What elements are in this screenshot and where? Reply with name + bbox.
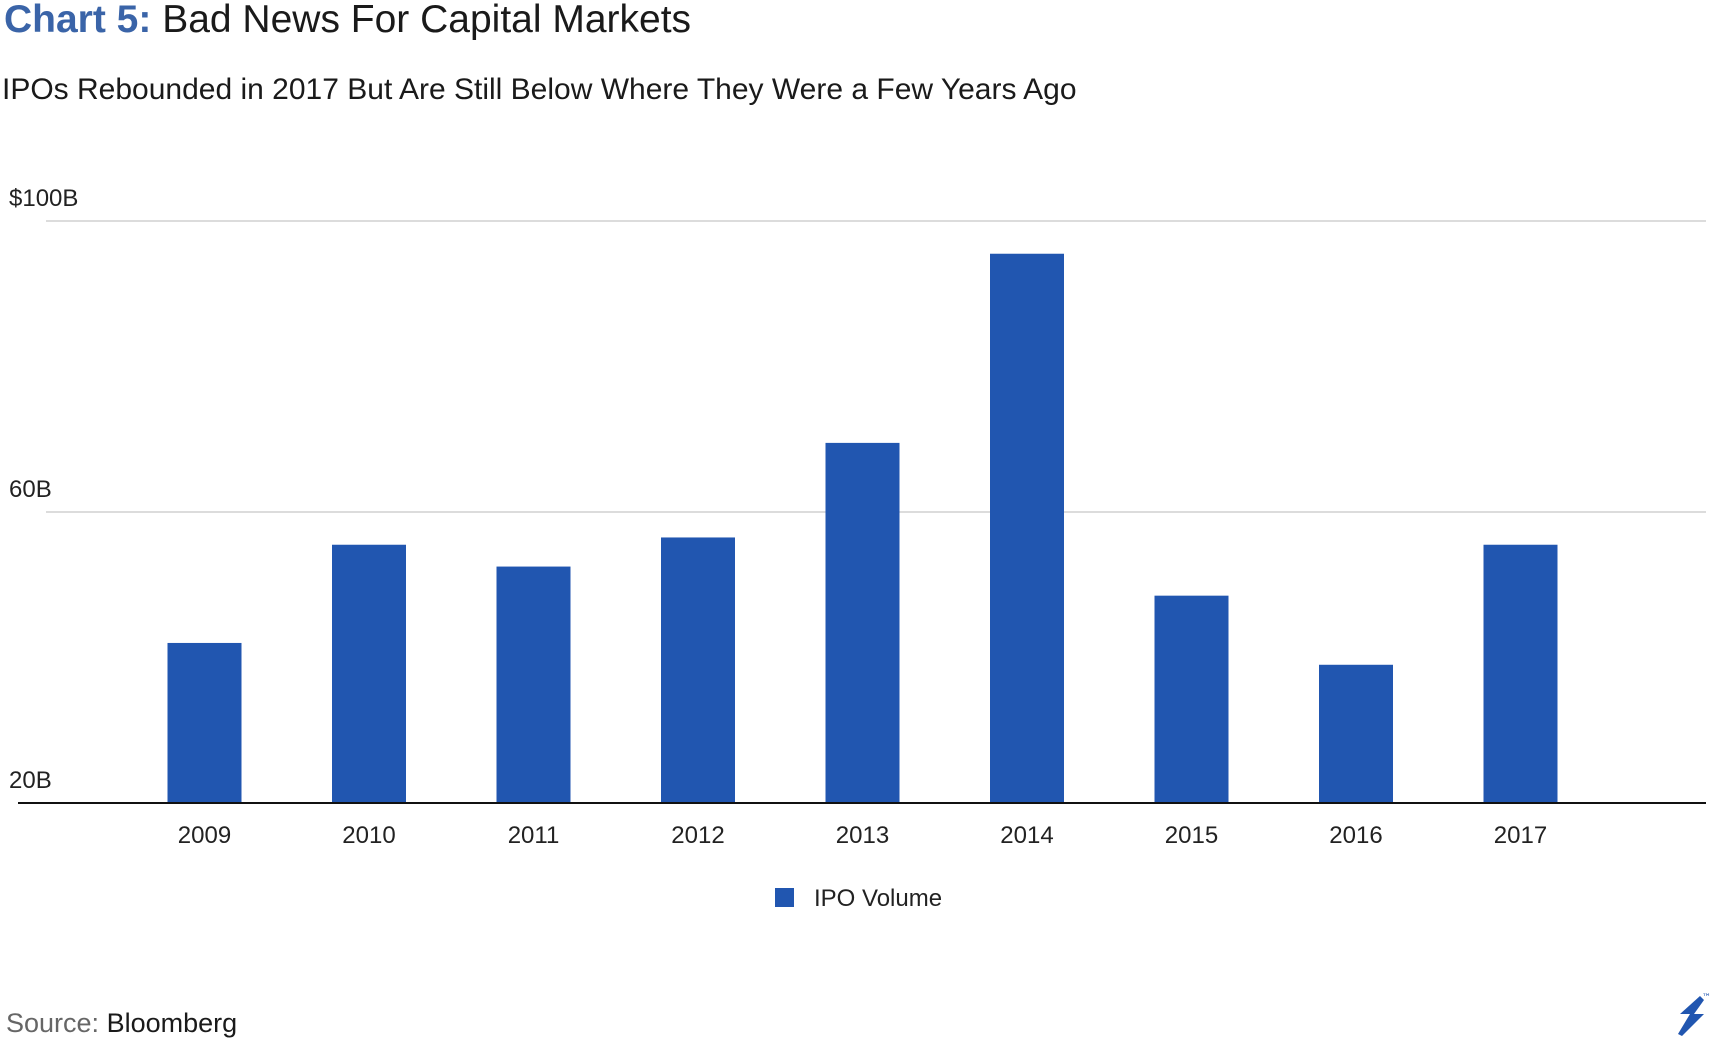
legend-swatch — [775, 888, 794, 907]
x-tick-label: 2012 — [671, 822, 724, 849]
x-tick-label: 2010 — [342, 822, 395, 849]
x-tick-label: 2009 — [178, 822, 231, 849]
x-tick-label: 2016 — [1329, 822, 1382, 849]
bar-2012 — [661, 537, 735, 803]
x-tick-label: 2015 — [1165, 822, 1218, 849]
source-value: Bloomberg — [106, 1008, 238, 1038]
bar-2014 — [990, 253, 1064, 804]
y-tick-label: 20B — [9, 767, 52, 794]
chart-title: Chart 5: Bad News For Capital Markets — [4, 0, 691, 42]
bar-2009 — [167, 642, 242, 803]
y-tick-label: 60B — [9, 476, 52, 503]
y-tick-label: $100B — [9, 185, 78, 212]
x-tick-label: 2017 — [1494, 822, 1547, 849]
bar-2016 — [1319, 664, 1393, 803]
chart-number: Chart 5: — [4, 0, 152, 41]
source-label: Source: — [6, 1008, 100, 1038]
bar-2013 — [825, 442, 900, 803]
brand-logo-icon: ™ — [1678, 993, 1711, 1036]
x-tick-label: 2013 — [836, 822, 889, 849]
x-tick-label: 2011 — [508, 822, 560, 849]
bar-2010 — [332, 544, 406, 803]
bar-chart: $100B 60B 20B 2009 2010 2011 2012 2013 2014 2015 2… — [9, 185, 1706, 912]
bar-2011 — [496, 566, 571, 803]
bar-2017 — [1483, 544, 1558, 803]
source-note: Source: Bloomberg — [6, 1006, 237, 1040]
chart-title-text: Bad News For Capital Markets — [162, 0, 692, 41]
x-tick-label: 2014 — [1000, 822, 1053, 849]
legend-label: IPO Volume — [814, 885, 942, 912]
chart-subtitle: IPOs Rebounded in 2017 But Are Still Bel… — [2, 73, 1077, 106]
svg-text:™: ™ — [1702, 993, 1711, 1003]
bar-2015 — [1154, 595, 1229, 803]
